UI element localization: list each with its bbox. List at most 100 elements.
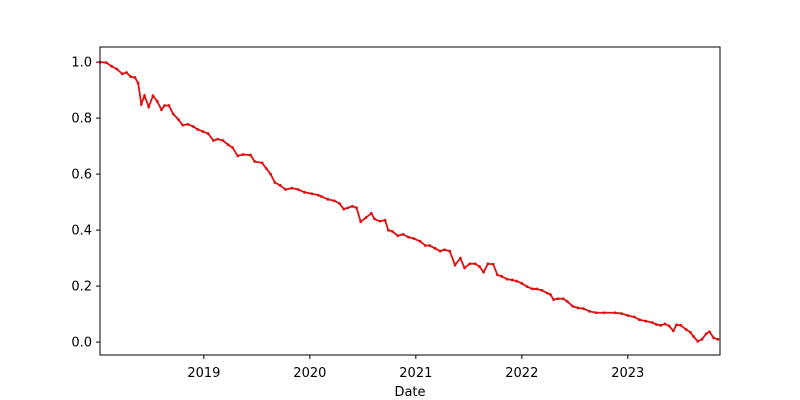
y-tick-label: 0.6 bbox=[71, 168, 92, 183]
point bbox=[626, 314, 630, 317]
point bbox=[515, 279, 518, 283]
point bbox=[226, 143, 230, 147]
point bbox=[125, 71, 128, 74]
point bbox=[486, 262, 490, 266]
point bbox=[453, 263, 457, 267]
point bbox=[458, 256, 462, 260]
point bbox=[418, 239, 422, 243]
point bbox=[253, 160, 257, 163]
x-tick-label: 2019 bbox=[187, 366, 220, 381]
point bbox=[448, 249, 452, 253]
x-tick-label: 2020 bbox=[293, 366, 326, 381]
series-line bbox=[99, 61, 719, 343]
y-tick-label: 0.0 bbox=[71, 336, 92, 351]
x-tick-label: 2022 bbox=[505, 366, 538, 381]
point bbox=[496, 273, 499, 277]
point bbox=[264, 167, 268, 170]
point bbox=[500, 274, 504, 278]
point bbox=[535, 287, 539, 291]
point bbox=[355, 206, 358, 210]
point bbox=[177, 118, 180, 121]
y-tick-label: 0.4 bbox=[71, 224, 92, 239]
point bbox=[310, 192, 314, 196]
point bbox=[241, 153, 245, 156]
point bbox=[704, 332, 708, 336]
point bbox=[675, 323, 678, 327]
point bbox=[679, 323, 683, 327]
point bbox=[212, 139, 215, 142]
point bbox=[655, 323, 658, 326]
point bbox=[231, 146, 234, 149]
point bbox=[269, 172, 273, 176]
point bbox=[712, 336, 716, 340]
point bbox=[561, 297, 565, 301]
point bbox=[260, 161, 264, 165]
point bbox=[326, 197, 330, 201]
point bbox=[667, 324, 671, 328]
point bbox=[163, 104, 167, 107]
point bbox=[552, 298, 556, 301]
point bbox=[684, 328, 688, 331]
point bbox=[391, 230, 394, 233]
point bbox=[139, 102, 143, 106]
point bbox=[644, 319, 648, 323]
point bbox=[407, 235, 410, 239]
point bbox=[412, 237, 416, 240]
point bbox=[303, 190, 306, 194]
x-axis-label: Date bbox=[394, 385, 425, 400]
point bbox=[545, 291, 549, 295]
point bbox=[692, 335, 695, 338]
point bbox=[650, 321, 654, 324]
point bbox=[181, 123, 185, 127]
point bbox=[151, 94, 155, 98]
point bbox=[338, 202, 341, 205]
x-tick-label: 2021 bbox=[399, 366, 432, 381]
point bbox=[290, 186, 294, 190]
x-tick-label: 2023 bbox=[611, 366, 644, 381]
point bbox=[236, 154, 240, 158]
point bbox=[478, 265, 481, 268]
point bbox=[520, 281, 524, 285]
point bbox=[473, 262, 477, 266]
point bbox=[565, 300, 569, 303]
point bbox=[438, 249, 442, 253]
point bbox=[505, 277, 509, 281]
point bbox=[620, 312, 623, 315]
point bbox=[369, 211, 373, 215]
point bbox=[167, 104, 171, 107]
point bbox=[549, 293, 552, 296]
point bbox=[525, 285, 529, 289]
y-tick-label: 0.8 bbox=[71, 112, 92, 127]
point bbox=[278, 183, 282, 187]
point bbox=[206, 132, 210, 135]
point bbox=[273, 181, 277, 184]
point bbox=[433, 246, 437, 250]
point bbox=[540, 288, 544, 292]
point bbox=[216, 137, 220, 141]
point bbox=[110, 64, 114, 68]
point bbox=[632, 315, 636, 319]
point bbox=[659, 323, 663, 327]
point bbox=[638, 318, 641, 322]
point bbox=[196, 127, 199, 131]
point bbox=[482, 270, 486, 274]
point bbox=[581, 307, 585, 310]
point bbox=[383, 218, 387, 222]
point bbox=[191, 125, 195, 128]
point bbox=[133, 76, 137, 79]
y-tick-label: 1.0 bbox=[71, 56, 92, 71]
point bbox=[423, 244, 427, 247]
point bbox=[120, 72, 124, 76]
point bbox=[284, 188, 287, 191]
point bbox=[571, 304, 575, 308]
point bbox=[373, 217, 376, 221]
point bbox=[296, 188, 300, 191]
point bbox=[386, 228, 390, 232]
point bbox=[688, 330, 692, 334]
point bbox=[443, 248, 446, 252]
point bbox=[155, 99, 159, 103]
point bbox=[249, 153, 252, 157]
point bbox=[510, 278, 514, 282]
point bbox=[716, 337, 720, 341]
